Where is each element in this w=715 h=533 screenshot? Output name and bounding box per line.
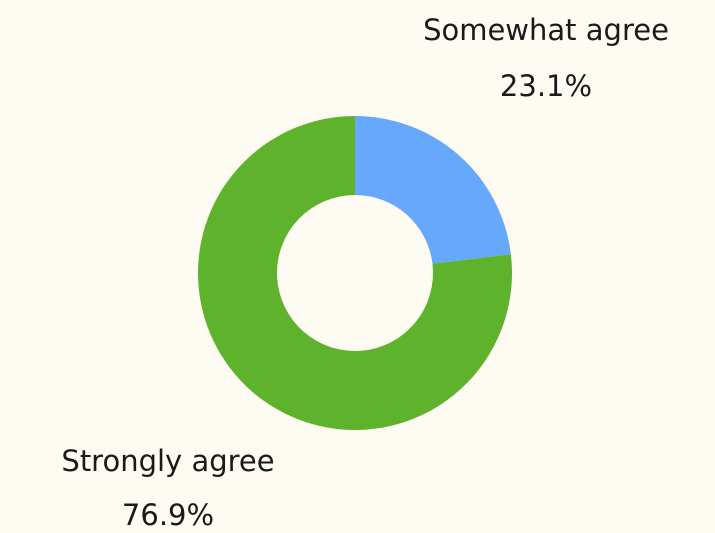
donut-slice bbox=[355, 116, 511, 264]
slice-label: Strongly agree bbox=[61, 444, 274, 478]
slice-value-label: 76.9% bbox=[122, 498, 214, 532]
donut-slice bbox=[198, 116, 513, 431]
slice-value-label: 23.1% bbox=[500, 69, 592, 103]
slice-label: Somewhat agree bbox=[423, 13, 669, 47]
